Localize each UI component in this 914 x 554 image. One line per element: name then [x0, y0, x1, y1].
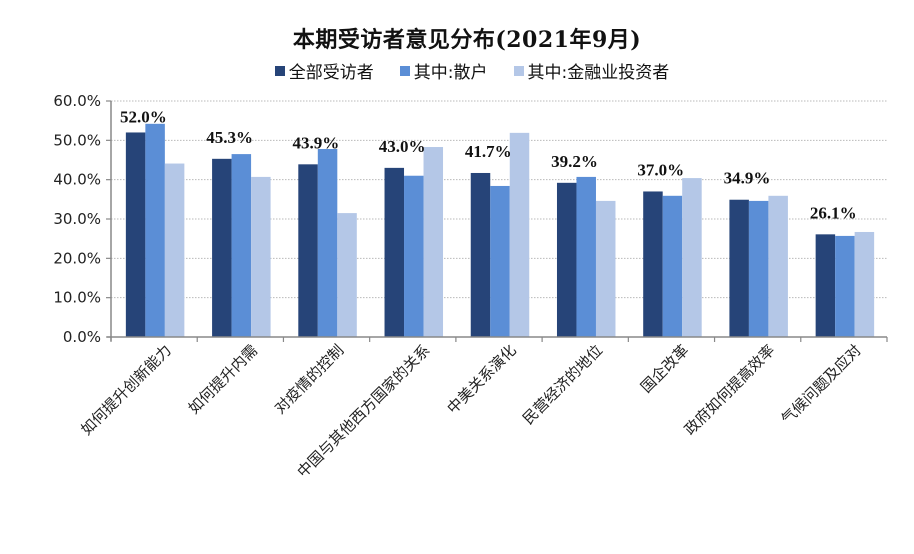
legend-swatch-retail	[399, 65, 410, 76]
bar	[490, 185, 510, 337]
legend-label-financial: 其中:金融业投资者	[527, 63, 670, 83]
bar	[251, 176, 271, 337]
bar	[768, 195, 788, 337]
data-label: 26.1%	[810, 203, 857, 222]
y-tick-label: 40.0%	[53, 171, 101, 189]
data-label: 41.7%	[465, 142, 512, 161]
bar-series	[125, 123, 875, 338]
x-category-label: 气候问题及应对	[778, 341, 865, 428]
bar	[404, 175, 424, 337]
bar	[164, 163, 185, 337]
bar	[231, 154, 252, 337]
bar	[509, 132, 530, 337]
axes	[106, 100, 888, 342]
x-category-label: 政府如何提高效率	[681, 341, 779, 439]
x-category-label: 如何提升创新能力	[77, 341, 175, 439]
bar	[556, 182, 577, 337]
chart-title: 本期受访者意见分布(2021年9月)	[292, 27, 642, 53]
legend-swatch-financial	[513, 65, 524, 76]
legend-item-all: 全部受访者	[274, 58, 374, 83]
legend-label-all: 全部受访者	[288, 63, 374, 83]
bar	[729, 199, 749, 337]
y-tick-label: 0.0%	[63, 328, 101, 346]
y-tick-label: 60.0%	[53, 92, 101, 110]
legend-item-financial: 其中:金融业投资者	[513, 58, 670, 83]
bar	[576, 176, 596, 337]
bar	[748, 200, 769, 337]
bar	[145, 123, 165, 338]
y-tick-label: 20.0%	[53, 249, 101, 267]
x-category-label: 民营经济的地位	[519, 341, 606, 428]
data-labels: 52.0% 45.3% 43.9% 43.0% 41.7% 39.2% 37.0% 34.9%…	[120, 107, 857, 222]
bar	[643, 191, 663, 337]
bar	[595, 200, 616, 337]
legend-item-retail: 其中:散户	[399, 58, 488, 83]
x-category-label: 对疫情的控制	[271, 341, 347, 417]
x-category-label: 如何提升内需	[185, 341, 261, 417]
legend-label-retail: 其中:散户	[413, 63, 488, 83]
data-label: 45.3%	[206, 128, 253, 147]
bar	[125, 132, 146, 337]
bar	[317, 148, 338, 337]
data-label: 37.0%	[637, 160, 684, 179]
data-label: 34.9%	[724, 169, 771, 188]
chart-legend: 全部受访者 其中:散户 其中:金融业投资者	[0, 58, 914, 83]
bar	[470, 172, 491, 337]
bar	[854, 231, 875, 337]
bar	[423, 147, 444, 337]
x-category-label: 国企改革	[637, 341, 692, 396]
legend-swatch-all	[274, 65, 285, 76]
y-tick-label: 10.0%	[53, 289, 101, 307]
y-tick-label: 50.0%	[53, 131, 101, 149]
data-label: 39.2%	[551, 152, 598, 171]
bar	[212, 158, 232, 337]
bar	[815, 234, 836, 337]
bar	[682, 178, 702, 337]
data-label: 43.0%	[379, 137, 426, 156]
data-label: 43.9%	[292, 133, 339, 152]
y-tick-label: 30.0%	[53, 210, 101, 228]
data-label: 52.0%	[120, 107, 167, 126]
bar	[337, 213, 357, 337]
bar	[384, 167, 405, 337]
x-category-label: 中美关系演化	[443, 341, 519, 417]
bar	[835, 235, 855, 337]
bar	[298, 164, 318, 337]
bar	[662, 195, 683, 337]
y-axis-tick-labels: 0.0% 10.0% 20.0% 30.0% 40.0% 50.0% 60.0%	[53, 92, 101, 346]
